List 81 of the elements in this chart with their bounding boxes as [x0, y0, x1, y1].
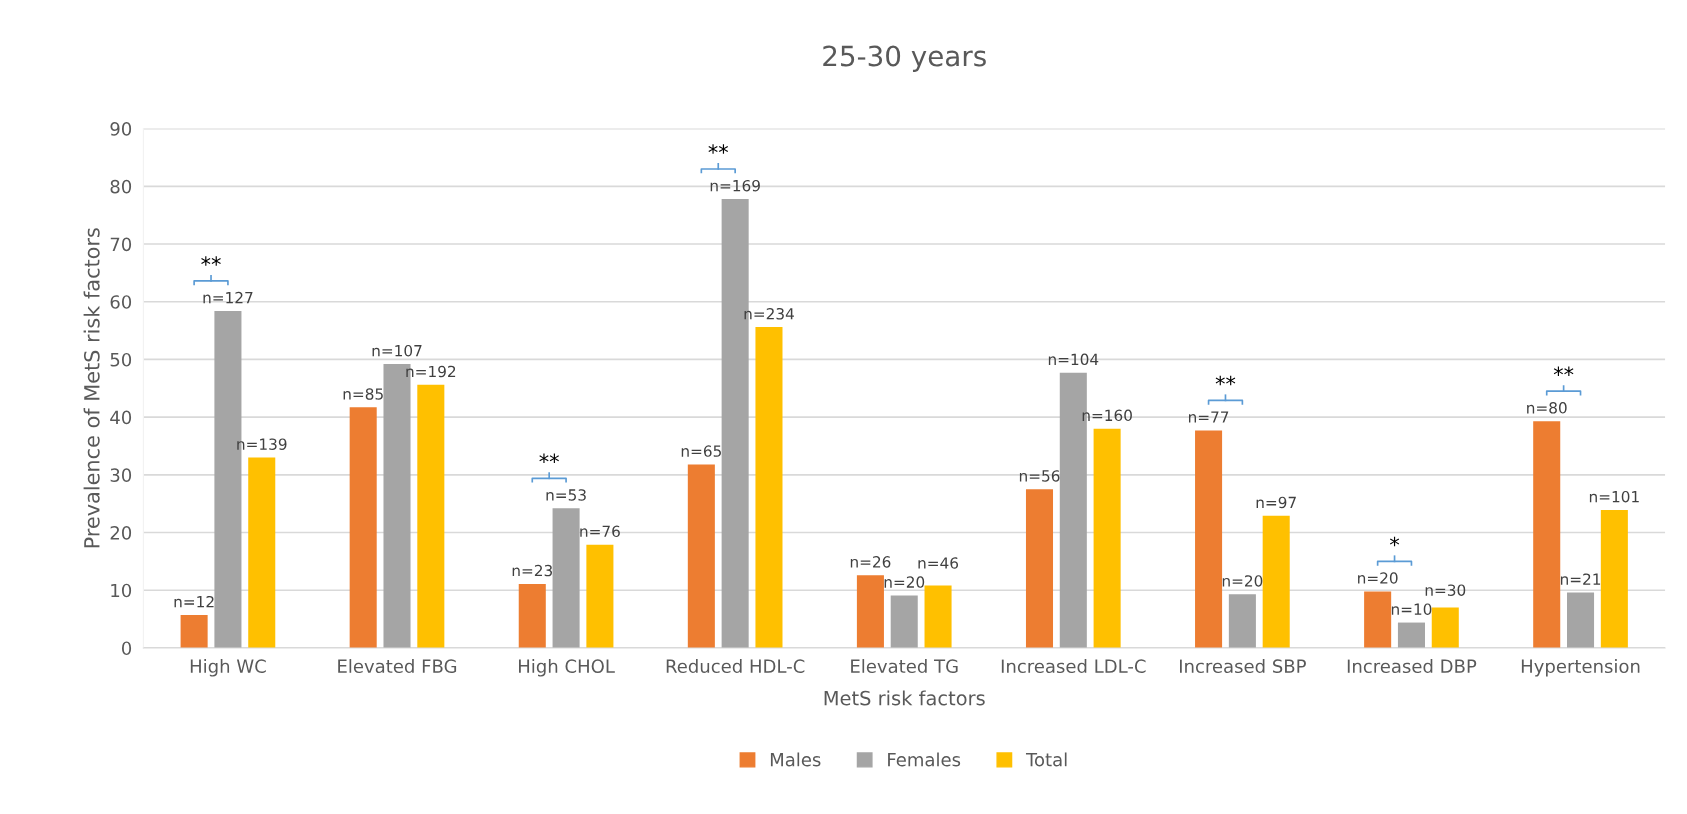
annotation: n=30 — [1425, 584, 1466, 596]
annotation: n=65 — [681, 445, 721, 457]
annotation: n=80 — [1527, 402, 1567, 414]
annotation: n=139 — [237, 438, 287, 450]
annotation: ** — [1553, 366, 1574, 376]
annotation: n=53 — [546, 489, 586, 501]
x-tick-label: Hypertension — [1521, 659, 1640, 677]
annotation: n=23 — [512, 564, 552, 577]
annotation: n=20 — [884, 576, 925, 588]
bar — [755, 327, 783, 648]
y-tick-label: 20 — [110, 526, 132, 540]
bar — [552, 508, 580, 648]
y-tick-label: 10 — [111, 583, 132, 598]
y-tick-label: 30 — [110, 468, 132, 482]
annotation: n=234 — [744, 307, 794, 320]
annotation: n=85 — [343, 388, 383, 400]
bar — [687, 464, 715, 648]
annotation: n=169 — [710, 179, 760, 192]
bar — [1364, 591, 1392, 648]
bar — [1567, 592, 1595, 648]
annotation: n=127 — [203, 291, 253, 304]
x-tick-label: Elevated TG — [851, 659, 958, 674]
y-tick-label: 90 — [110, 122, 132, 136]
annotation: n=107 — [372, 344, 422, 357]
bar — [1431, 607, 1459, 648]
annotation: n=97 — [1256, 496, 1296, 509]
annotation: n=46 — [918, 557, 959, 569]
bar — [924, 585, 952, 648]
x-tick-label: Increased DBP — [1347, 659, 1477, 674]
annotation: n=77 — [1188, 411, 1229, 423]
legend-label: Total — [1025, 752, 1067, 767]
y-tick-label: 80 — [110, 179, 132, 194]
bar — [1195, 430, 1223, 648]
y-tick-label: 0 — [121, 641, 132, 656]
annotation: n=101 — [1589, 490, 1639, 503]
x-tick-label: Increased LDL-C — [1001, 659, 1146, 674]
annotation: ** — [1215, 375, 1236, 386]
x-tick-label: High CHOL — [519, 659, 615, 677]
bar — [1600, 510, 1628, 648]
y-tick-label: 70 — [110, 237, 132, 252]
x-tick-label: Reduced HDL-C — [666, 659, 805, 674]
bar — [856, 575, 884, 648]
bar — [1228, 594, 1256, 648]
bar — [1262, 515, 1290, 648]
bar — [180, 615, 208, 648]
annotation: * — [1389, 536, 1400, 547]
y-tick-label: 60 — [110, 295, 132, 309]
bar — [890, 595, 918, 648]
x-tick-label: Elevated FBG — [338, 659, 457, 674]
x-tick-label: High WC — [190, 659, 266, 677]
y-tick-label: 40 — [110, 410, 132, 425]
annotation: n=104 — [1048, 353, 1099, 366]
annotation: ** — [539, 453, 559, 464]
annotation: n=160 — [1082, 409, 1132, 422]
bar — [586, 544, 614, 648]
annotation: n=26 — [850, 556, 891, 568]
y-axis-title: Prevalence of MetS risk factors — [83, 228, 100, 548]
x-tick-label: Increased SBP — [1179, 659, 1306, 674]
annotation: n=20 — [1358, 572, 1398, 584]
annotation: n=12 — [174, 595, 214, 608]
bar — [518, 583, 546, 648]
bar — [248, 457, 276, 648]
annotation: n=10 — [1391, 603, 1432, 615]
y-tick-label: 50 — [110, 352, 132, 367]
bar — [1397, 622, 1425, 648]
bar — [417, 384, 445, 648]
x-axis-title: MetS risk factors — [824, 690, 985, 706]
annotation: ** — [708, 144, 729, 154]
annotation: n=21 — [1560, 573, 1601, 585]
annotation: ** — [201, 256, 221, 266]
bar — [1533, 421, 1561, 648]
legend-label: Females — [888, 752, 961, 767]
annotation: n=76 — [580, 525, 620, 538]
annotation: n=56 — [1019, 470, 1060, 482]
legend-label: Males — [770, 752, 821, 767]
bar — [1025, 489, 1054, 648]
annotation: n=20 — [1222, 575, 1263, 587]
chart-title: 25-30 years — [823, 45, 986, 72]
bar — [349, 407, 377, 648]
bar — [1093, 428, 1121, 648]
annotation: n=192 — [406, 365, 456, 378]
